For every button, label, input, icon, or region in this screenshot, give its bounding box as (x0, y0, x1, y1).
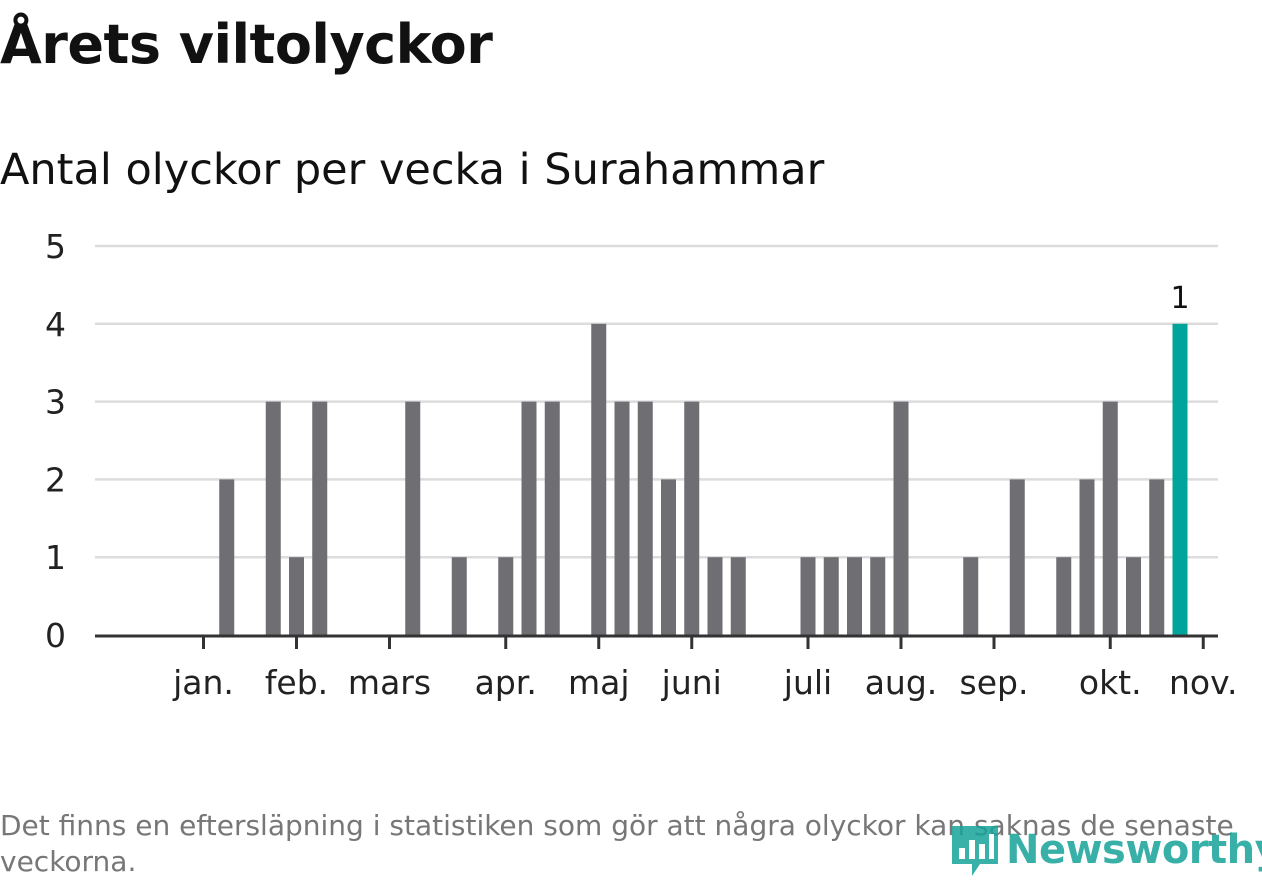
x-axis: jan. feb. mars apr. maj juni juli aug. sep. okt. n… (95, 634, 1238, 702)
x-tick-label: jan. (172, 663, 234, 702)
bar (823, 557, 839, 635)
chart-title: Årets viltolyckor (0, 13, 493, 76)
bar (1126, 557, 1141, 635)
bar (637, 401, 653, 635)
x-tick-label: feb. (265, 663, 328, 702)
y-tick-label: 4 (45, 305, 66, 344)
bar (847, 557, 862, 635)
y-axis-ticks: 0 1 2 3 4 5 (45, 227, 66, 655)
bar (870, 557, 886, 635)
bar (219, 479, 235, 635)
bar (265, 401, 281, 635)
bar (289, 557, 304, 635)
bar (498, 557, 514, 635)
x-tick-label: juni (661, 663, 722, 702)
y-tick-label: 2 (45, 460, 66, 499)
logo-text: Newsworthy (1006, 827, 1262, 873)
x-tick-label: juli (783, 663, 832, 702)
bar (707, 557, 723, 635)
x-tick-label: apr. (475, 663, 537, 702)
x-tick-label: maj (568, 663, 630, 702)
bar (1149, 479, 1165, 635)
bar (451, 557, 467, 635)
y-tick-label: 3 (45, 383, 66, 422)
y-tick-label: 0 (45, 616, 66, 655)
bar (730, 557, 746, 635)
bar (1079, 479, 1095, 635)
bar (684, 401, 700, 635)
bar (591, 323, 607, 635)
bar (893, 401, 909, 635)
bar (405, 401, 421, 635)
x-tick-label: mars (348, 663, 431, 702)
x-tick-label: sep. (960, 663, 1029, 702)
x-tick-label: aug. (865, 663, 938, 702)
chart-subtitle: Antal olyckor per vecka i Surahammar (0, 145, 825, 195)
bar (800, 557, 816, 635)
data-label: 1 (1170, 281, 1189, 316)
newsworthy-logo: Newsworthy (950, 820, 1262, 880)
bar (1102, 401, 1118, 635)
grid-lines (95, 244, 1218, 559)
y-tick-label: 5 (45, 227, 66, 266)
bar-chart: 0 1 2 3 4 5 jan. feb. mars apr. maj juni juli aug. se… (45, 227, 1238, 702)
footnote: Det finns en eftersläpning i statistiken… (0, 809, 1234, 878)
x-tick-label: okt. (1079, 663, 1142, 702)
bar (544, 401, 560, 635)
newsworthy-chart-icon (952, 826, 998, 876)
bar (1056, 557, 1072, 635)
bars (219, 323, 1188, 635)
bar (1009, 479, 1025, 635)
bar (1172, 323, 1188, 635)
bar (521, 401, 537, 635)
bar (312, 401, 328, 635)
bar (614, 401, 630, 635)
bar (963, 557, 979, 635)
data-labels: 1 (1170, 281, 1189, 316)
x-tick-label: nov. (1169, 663, 1238, 702)
y-tick-label: 1 (45, 538, 66, 577)
bar (661, 479, 676, 635)
